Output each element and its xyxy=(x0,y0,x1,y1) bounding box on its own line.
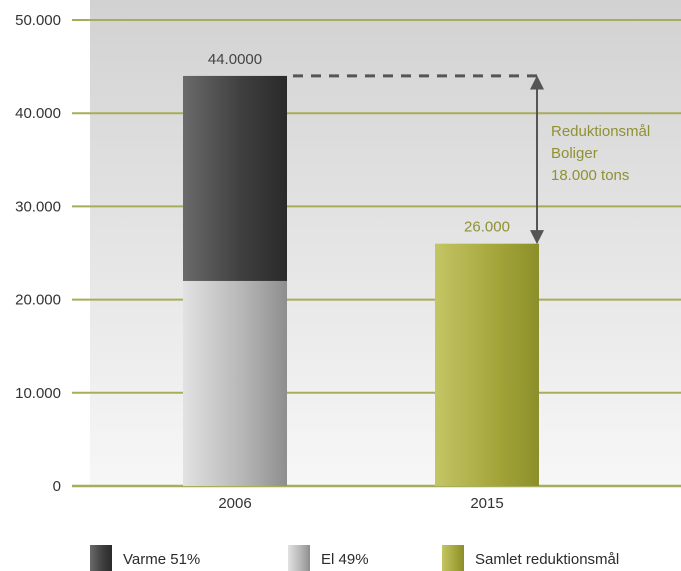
annotation-line: Boliger xyxy=(551,145,598,162)
y-axis-ticks: 0 10.000 20.000 30.000 40.000 50.000 xyxy=(15,12,61,495)
y-tick-label: 40.000 xyxy=(15,105,61,122)
annotation-line: 18.000 tons xyxy=(551,167,629,184)
legend: Varme 51% El 49% Samlet reduktionsmål xyxy=(90,545,619,571)
y-tick-label: 10.000 xyxy=(15,385,61,402)
legend-label: Samlet reduktionsmål xyxy=(475,551,619,568)
plot-background xyxy=(90,0,681,487)
data-label: 26.000 xyxy=(464,219,510,236)
bars: 44.0000 26.000 xyxy=(183,51,539,486)
el-bar-segment xyxy=(183,280,287,486)
legend-label: Varme 51% xyxy=(123,551,200,568)
varme-bar-segment xyxy=(183,75,287,281)
legend-swatch-varme xyxy=(90,545,112,571)
y-tick-label: 20.000 xyxy=(15,292,61,309)
x-axis-ticks: 2006 2015 xyxy=(218,495,503,512)
legend-swatch-reduction xyxy=(442,545,464,571)
x-tick-label: 2006 xyxy=(218,495,251,512)
annotation-text: Reduktionsmål Boliger 18.000 tons xyxy=(551,123,650,184)
reduction-annotation: Reduktionsmål Boliger 18.000 tons xyxy=(293,74,650,245)
y-tick-label: 0 xyxy=(53,478,61,495)
legend-swatch-el xyxy=(288,545,310,571)
y-tick-label: 30.000 xyxy=(15,198,61,215)
annotation-line: Reduktionsmål xyxy=(551,123,650,140)
gridlines xyxy=(72,19,681,488)
data-label: 44.0000 xyxy=(208,51,262,68)
reduction-bar xyxy=(435,243,539,486)
y-tick-label: 50.000 xyxy=(15,12,61,29)
x-tick-label: 2015 xyxy=(470,495,503,512)
legend-label: El 49% xyxy=(321,551,369,568)
